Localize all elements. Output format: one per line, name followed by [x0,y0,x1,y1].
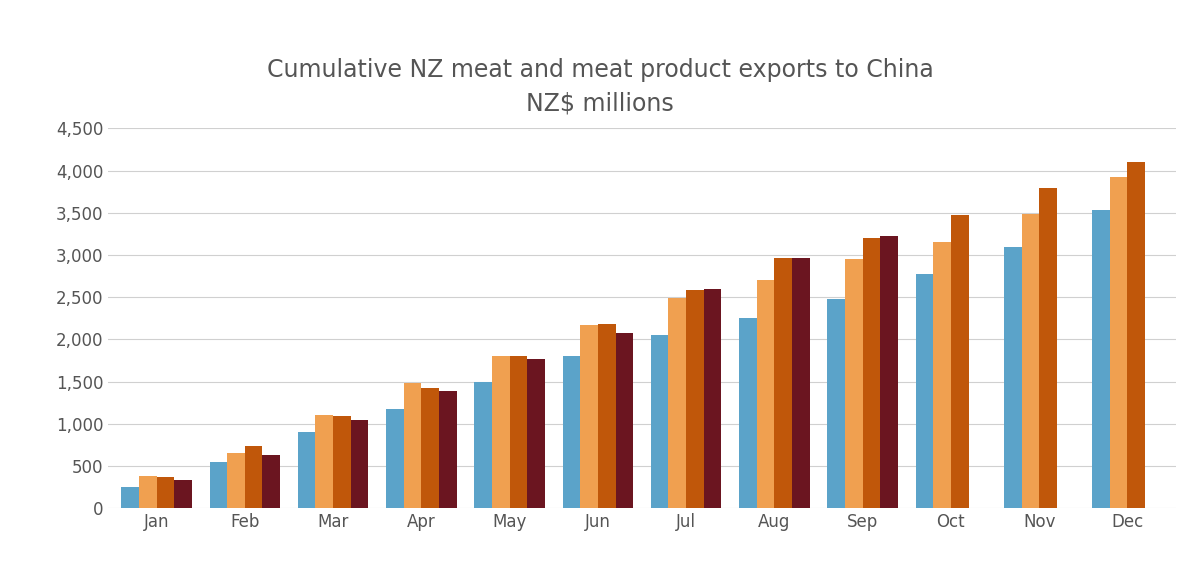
Bar [581,325,598,508]
Bar [774,258,792,508]
Bar [703,288,721,508]
Bar [439,391,457,508]
Bar [245,446,263,508]
Bar [616,333,634,508]
Bar [650,335,668,508]
Bar [845,259,863,508]
Bar [527,359,545,508]
Bar [210,462,227,508]
Bar [1110,176,1128,508]
Bar [386,409,403,508]
Bar [492,356,510,508]
Bar [139,476,156,508]
Bar [686,290,703,508]
Bar [739,318,757,508]
Bar [1092,210,1110,508]
Bar [298,432,316,508]
Bar [598,324,616,508]
Bar [792,258,810,508]
Bar [1004,246,1021,508]
Bar [316,415,334,508]
Bar [350,420,368,508]
Bar [757,280,774,508]
Bar [934,242,950,508]
Bar [174,480,192,508]
Bar [421,388,439,508]
Bar [668,298,686,508]
Bar [227,453,245,508]
Bar [827,299,845,508]
Bar [563,356,581,508]
Bar [950,214,968,508]
Bar [403,383,421,508]
Bar [510,356,527,508]
Bar [1128,162,1145,508]
Bar [334,416,350,508]
Bar [863,238,881,508]
Bar [881,237,898,508]
Bar [916,274,934,508]
Bar [474,381,492,508]
Bar [1021,214,1039,508]
Bar [121,487,139,508]
Text: Cumulative NZ meat and meat product exports to China
NZ$ millions: Cumulative NZ meat and meat product expo… [266,58,934,116]
Bar [263,455,280,508]
Bar [156,477,174,508]
Bar [1039,189,1057,508]
